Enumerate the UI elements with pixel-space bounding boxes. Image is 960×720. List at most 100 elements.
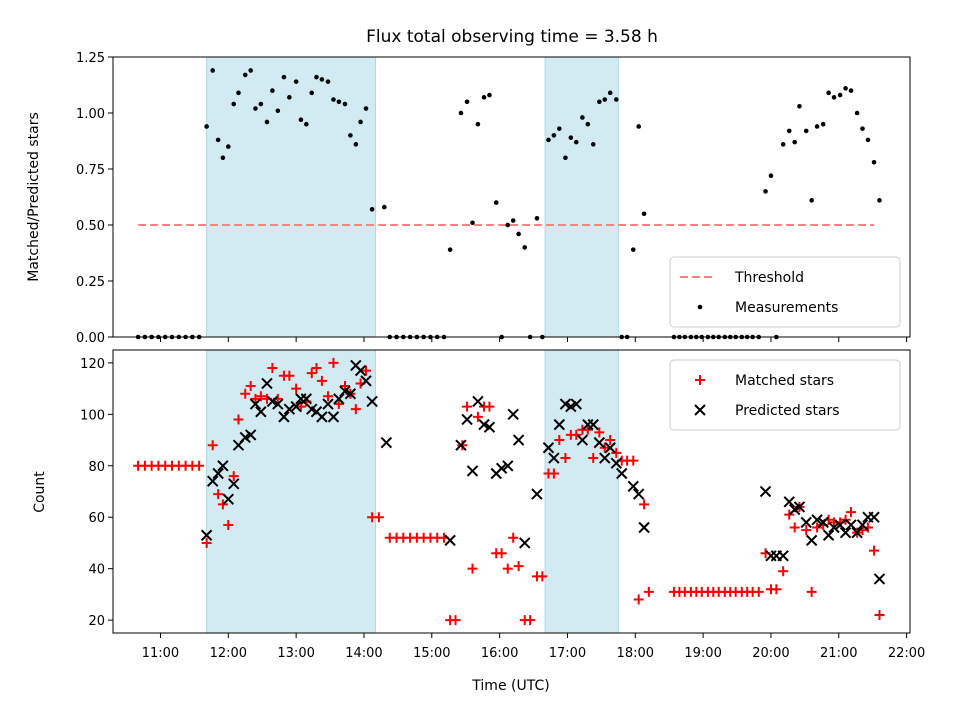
top-dot-point xyxy=(475,121,481,127)
bottom-x-point xyxy=(507,408,519,421)
top-dot-point xyxy=(780,142,786,147)
bottom-x-point xyxy=(495,462,508,475)
top-dot-point xyxy=(871,159,877,165)
top-dot-point xyxy=(470,220,475,226)
bottom-plus-point xyxy=(484,401,495,412)
bottom-x-point xyxy=(455,439,467,451)
bottom-plus-point xyxy=(323,391,334,402)
top-dot-point xyxy=(814,124,820,129)
top-dot-point xyxy=(820,121,826,127)
top-axes-frame xyxy=(112,56,911,338)
bottom-x-point xyxy=(290,400,302,413)
bottom-x-point xyxy=(570,398,582,410)
bottom-y-tick-label: 40 xyxy=(88,563,105,578)
bottom-x-point xyxy=(327,411,340,423)
bottom-x-point xyxy=(200,529,213,541)
bottom-plus-point xyxy=(611,447,622,458)
bottom-x-tick-label: 12:00 xyxy=(210,646,247,661)
top-dot-point xyxy=(248,68,253,73)
top-dot-point xyxy=(809,198,814,203)
bottom-x-tick-label: 21:00 xyxy=(820,646,857,661)
top-dot-point xyxy=(557,126,562,131)
top-dot-point xyxy=(258,101,264,107)
top-dot-point xyxy=(522,245,528,250)
top-legend-box xyxy=(669,256,901,328)
bottom-plus-point xyxy=(874,609,885,620)
top-dot-point xyxy=(287,95,292,100)
top-dot-point xyxy=(369,207,375,212)
bottom-x-tick-label: 13:00 xyxy=(277,646,314,661)
bottom-x-tick-label: 19:00 xyxy=(684,646,721,661)
bottom-x-point xyxy=(333,393,345,405)
bottom-plus-point xyxy=(537,571,548,582)
bottom-x-point xyxy=(217,460,229,472)
bottom-plus-point xyxy=(560,453,571,464)
top-dot-point xyxy=(293,79,299,84)
bottom-x-point xyxy=(272,398,284,410)
bottom-x-point xyxy=(207,475,219,487)
bottom-plus-point xyxy=(778,566,789,577)
bottom-x-point xyxy=(632,488,645,500)
bottom-plus-point xyxy=(233,414,244,425)
top-dot-point xyxy=(270,88,275,93)
top-dot-point xyxy=(487,92,492,98)
bottom-x-point xyxy=(354,364,367,377)
bottom-x-tick-label: 18:00 xyxy=(617,646,654,661)
bottom-plus-point xyxy=(789,522,800,533)
top-dot-point xyxy=(220,155,226,161)
bottom-plus-point xyxy=(628,455,639,466)
bottom-plus-point xyxy=(502,563,513,574)
top-dot-point xyxy=(275,108,281,114)
top-dot-point xyxy=(613,97,619,102)
bottom-plus-point xyxy=(801,525,812,536)
bottom-axes-frame xyxy=(112,349,911,634)
top-dot-point xyxy=(630,247,636,252)
bottom-plus-point xyxy=(316,375,327,386)
top-dot-point xyxy=(546,137,551,143)
top-dot-point xyxy=(226,144,231,149)
bottom-legend-x-swatch xyxy=(694,404,706,416)
bottom-panel-counts: 20 40 60 80 100 120 11:00 12:00 13:00 14:00 15:00 1… xyxy=(80,349,925,661)
bottom-x-tick-label: 17:00 xyxy=(549,646,586,661)
bottom-x-point xyxy=(466,465,479,477)
bottom-x-point xyxy=(548,452,560,464)
bottom-x-tick-label: 11:00 xyxy=(142,646,179,661)
bottom-plus-point xyxy=(588,453,599,464)
bottom-x-point xyxy=(845,519,857,531)
bottom-plus-point xyxy=(554,435,565,446)
top-dot-point xyxy=(837,92,843,98)
top-dot-point xyxy=(319,77,325,82)
bottom-x-point xyxy=(283,403,296,415)
bottom-x-point xyxy=(805,534,818,547)
bottom-x-point xyxy=(344,388,357,400)
bottom-plus-point xyxy=(513,561,524,572)
bottom-plus-point xyxy=(812,522,823,533)
bottom-x-point xyxy=(542,442,555,454)
bottom-x-point xyxy=(793,501,806,513)
bottom-plus-point xyxy=(250,393,261,404)
bottom-x-point xyxy=(366,395,378,408)
top-y-tick-label: 1.00 xyxy=(76,107,105,122)
top-dot-point xyxy=(590,142,596,147)
bottom-legend-box xyxy=(669,359,901,431)
bottom-x-point xyxy=(811,514,823,526)
bottom-x-tick-label: 22:00 xyxy=(888,646,925,661)
bottom-x-point xyxy=(300,393,313,405)
top-legend-dot-swatch xyxy=(697,304,703,310)
bottom-plus-point xyxy=(240,388,251,399)
bottom-x-point xyxy=(856,519,869,531)
bottom-plus-point xyxy=(223,519,234,530)
bottom-plus-point xyxy=(201,537,212,548)
top-dot-point xyxy=(510,218,516,223)
top-dot-point xyxy=(607,90,613,96)
top-dot-point xyxy=(597,99,602,105)
bottom-plus-point xyxy=(784,509,795,520)
bottom-x-point xyxy=(800,516,812,529)
bottom-plus-point xyxy=(582,424,593,435)
top-dot-point xyxy=(325,79,331,84)
bottom-plus-point xyxy=(194,460,205,471)
bottom-plus-point xyxy=(373,512,384,523)
bottom-x-point xyxy=(599,452,611,464)
top-dot-point xyxy=(803,128,809,134)
